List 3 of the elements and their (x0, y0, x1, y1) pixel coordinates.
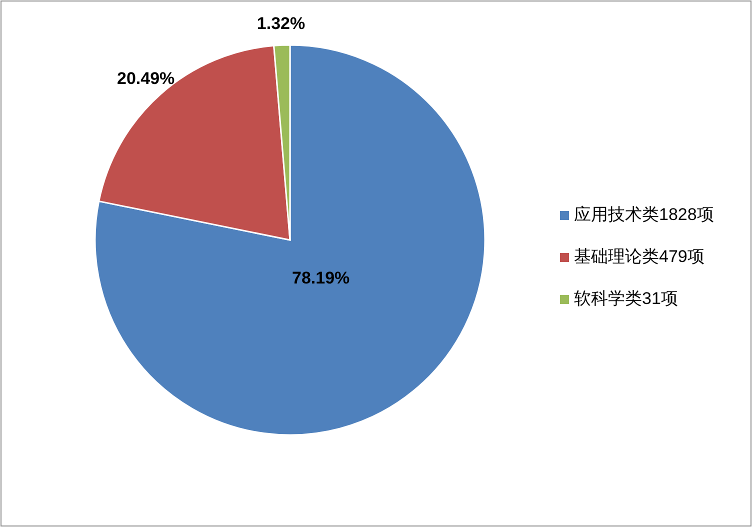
data-label: 78.19% (292, 268, 350, 288)
data-label: 20.49% (116, 68, 175, 88)
data-label: 1.32% (256, 14, 306, 34)
